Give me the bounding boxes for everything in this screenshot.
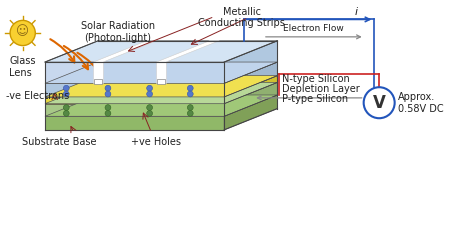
Polygon shape [45,62,224,83]
Polygon shape [93,41,156,62]
Polygon shape [94,78,102,84]
Polygon shape [224,62,277,97]
Polygon shape [45,104,224,116]
Circle shape [63,105,69,110]
Polygon shape [93,62,103,83]
Polygon shape [45,97,224,104]
Text: Solar Radiation
(Photon-light): Solar Radiation (Photon-light) [80,21,154,43]
Polygon shape [156,41,219,62]
Circle shape [187,85,193,91]
Text: N-type Silicon: N-type Silicon [282,74,349,85]
Text: -ve Electrons: -ve Electrons [6,91,69,101]
Circle shape [105,91,110,97]
Circle shape [105,110,110,116]
Circle shape [187,110,193,116]
Polygon shape [45,116,224,130]
Circle shape [187,91,193,97]
Polygon shape [157,78,165,84]
Polygon shape [45,41,277,62]
Polygon shape [224,82,277,116]
Text: Substrate Base: Substrate Base [22,136,97,146]
Circle shape [10,20,35,46]
Circle shape [63,91,69,97]
Text: i: i [354,6,357,16]
Circle shape [147,85,152,91]
Circle shape [105,105,110,110]
Circle shape [147,110,152,116]
Text: ☺: ☺ [16,26,29,38]
Circle shape [363,87,394,118]
Circle shape [187,105,193,110]
Circle shape [147,105,152,110]
Circle shape [105,85,110,91]
Circle shape [147,91,152,97]
Circle shape [63,85,69,91]
Polygon shape [45,76,277,97]
Text: Approx.
0.58V DC: Approx. 0.58V DC [397,92,442,114]
Text: Glass
Lens: Glass Lens [9,56,36,78]
Polygon shape [45,62,277,83]
Text: Depletion Layer: Depletion Layer [282,84,359,94]
Polygon shape [45,82,277,104]
Text: P-type Silicon: P-type Silicon [282,94,348,104]
Polygon shape [224,76,277,104]
Polygon shape [45,95,277,116]
Polygon shape [45,83,224,97]
Polygon shape [156,62,166,83]
Text: V: V [372,94,385,112]
Circle shape [63,110,69,116]
Polygon shape [224,95,277,130]
Text: +ve Holes: +ve Holes [131,136,181,146]
Text: Metallic
Conducting Strips: Metallic Conducting Strips [198,7,285,29]
Text: Electron Flow: Electron Flow [282,24,343,33]
Polygon shape [224,41,277,83]
